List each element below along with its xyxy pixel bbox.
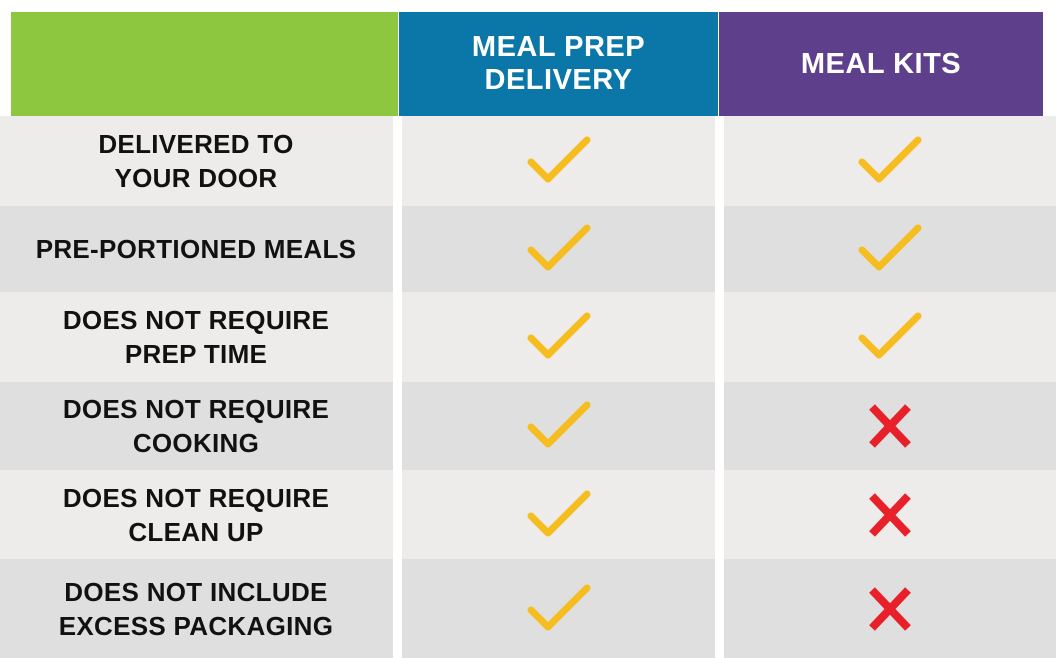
table-row: DELIVERED TO YOUR DOOR <box>0 116 1056 206</box>
check-icon <box>527 224 591 271</box>
feature-label-cell: PRE-PORTIONED MEALS <box>0 206 392 292</box>
check-icon <box>527 136 591 183</box>
meal-prep-delivery-cell <box>403 470 715 559</box>
cross-icon <box>869 586 911 631</box>
check-icon <box>858 136 922 183</box>
check-icon <box>527 490 591 536</box>
table-row: PRE-PORTIONED MEALS <box>0 206 1056 292</box>
meal-prep-delivery-cell <box>403 559 715 658</box>
table-row: DOES NOT REQUIRE CLEAN UP <box>0 470 1056 559</box>
header-meal-prep-delivery-label: MEAL PREP DELIVERY <box>471 31 646 96</box>
cross-icon <box>869 404 911 448</box>
feature-label: DOES NOT REQUIRE CLEAN UP <box>62 482 330 547</box>
table-row: DOES NOT REQUIRE PREP TIME <box>0 292 1056 382</box>
meal-prep-delivery-cell <box>403 206 715 292</box>
header-meal-kits-label: MEAL KITS <box>800 47 962 80</box>
feature-label: DOES NOT REQUIRE COOKING <box>62 394 330 458</box>
check-icon <box>858 312 922 359</box>
feature-label: DELIVERED TO YOUR DOOR <box>98 129 294 193</box>
cross-icon <box>869 492 911 537</box>
header-blank-cell <box>11 12 398 116</box>
meal-prep-delivery-cell <box>403 382 715 470</box>
check-icon <box>527 401 591 448</box>
column-divider <box>715 116 724 658</box>
check-icon <box>527 584 591 630</box>
meal-kits-cell <box>724 382 1056 470</box>
feature-label-cell: DELIVERED TO YOUR DOOR <box>0 116 392 206</box>
table-row: DOES NOT REQUIRE COOKING <box>0 382 1056 470</box>
meal-kits-cell <box>724 559 1056 658</box>
header-meal-kits: MEAL KITS <box>719 12 1043 116</box>
header-meal-prep-delivery: MEAL PREP DELIVERY <box>399 12 718 116</box>
meal-kits-cell <box>724 470 1056 559</box>
meal-kits-cell <box>724 206 1056 292</box>
feature-label-cell: DOES NOT REQUIRE PREP TIME <box>0 292 392 382</box>
meal-prep-delivery-cell <box>403 116 715 206</box>
feature-label: PRE-PORTIONED MEALS <box>35 234 357 264</box>
check-icon <box>527 312 591 359</box>
feature-label: DOES NOT INCLUDE EXCESS PACKAGING <box>58 576 334 641</box>
meal-kits-cell <box>724 116 1056 206</box>
meal-prep-delivery-cell <box>403 292 715 382</box>
check-icon <box>858 224 922 271</box>
feature-label-cell: DOES NOT REQUIRE CLEAN UP <box>0 470 392 559</box>
feature-label-cell: DOES NOT REQUIRE COOKING <box>0 382 392 470</box>
column-divider <box>393 116 402 658</box>
table-row: DOES NOT INCLUDE EXCESS PACKAGING <box>0 559 1056 658</box>
meal-kits-cell <box>724 292 1056 382</box>
feature-label-cell: DOES NOT INCLUDE EXCESS PACKAGING <box>0 559 392 658</box>
feature-label: DOES NOT REQUIRE PREP TIME <box>62 305 330 369</box>
